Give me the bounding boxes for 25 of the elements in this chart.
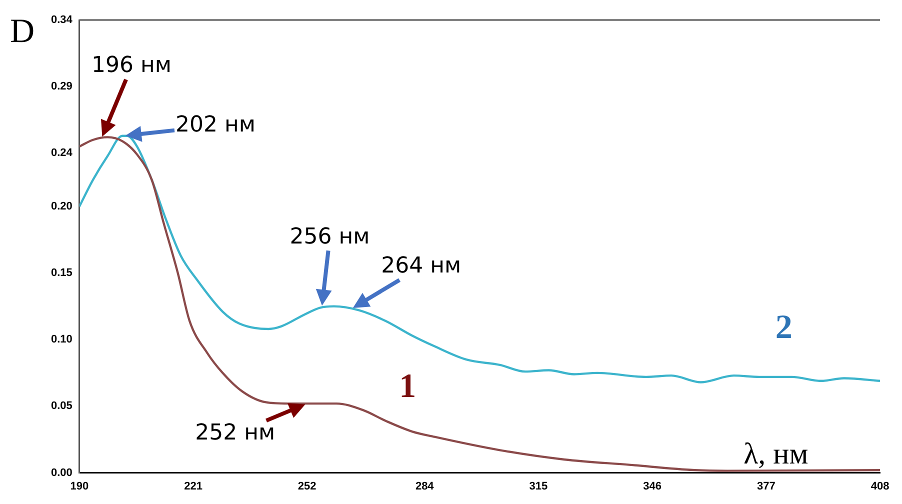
annotation: 256 нм xyxy=(290,224,370,250)
y-tick-label: 0.15 xyxy=(50,267,72,280)
x-tick-label: 284 xyxy=(415,480,435,492)
x-tick-label: 315 xyxy=(529,480,548,492)
annotation: 196 нм xyxy=(91,53,172,78)
x-tick-label: 252 xyxy=(298,480,316,492)
x-tick-label: 221 xyxy=(184,480,202,492)
annotation: 202 нм xyxy=(175,112,256,138)
y-tick-label: 0.34 xyxy=(50,14,74,26)
x-axis-title: λ, нм xyxy=(744,438,808,471)
y-tick-label: 0.24 xyxy=(50,147,74,160)
x-tick-label: 190 xyxy=(70,480,89,492)
annotation: 252 нм xyxy=(195,420,276,446)
y-tick-label: 0.29 xyxy=(50,80,72,93)
y-tick-label: 0.20 xyxy=(50,200,72,212)
annotation: 264 нм xyxy=(381,254,462,279)
y-tick-label: 0.00 xyxy=(50,466,72,479)
series-label: 2 xyxy=(775,309,792,346)
x-tick-label: 346 xyxy=(643,480,662,492)
series-label: 1 xyxy=(399,368,416,406)
x-tick-label: 408 xyxy=(870,480,890,492)
chart-title: D xyxy=(10,12,35,50)
y-tick-label: 0.05 xyxy=(50,400,72,412)
y-tick-label: 0.10 xyxy=(50,334,72,346)
x-tick-label: 377 xyxy=(756,480,776,492)
